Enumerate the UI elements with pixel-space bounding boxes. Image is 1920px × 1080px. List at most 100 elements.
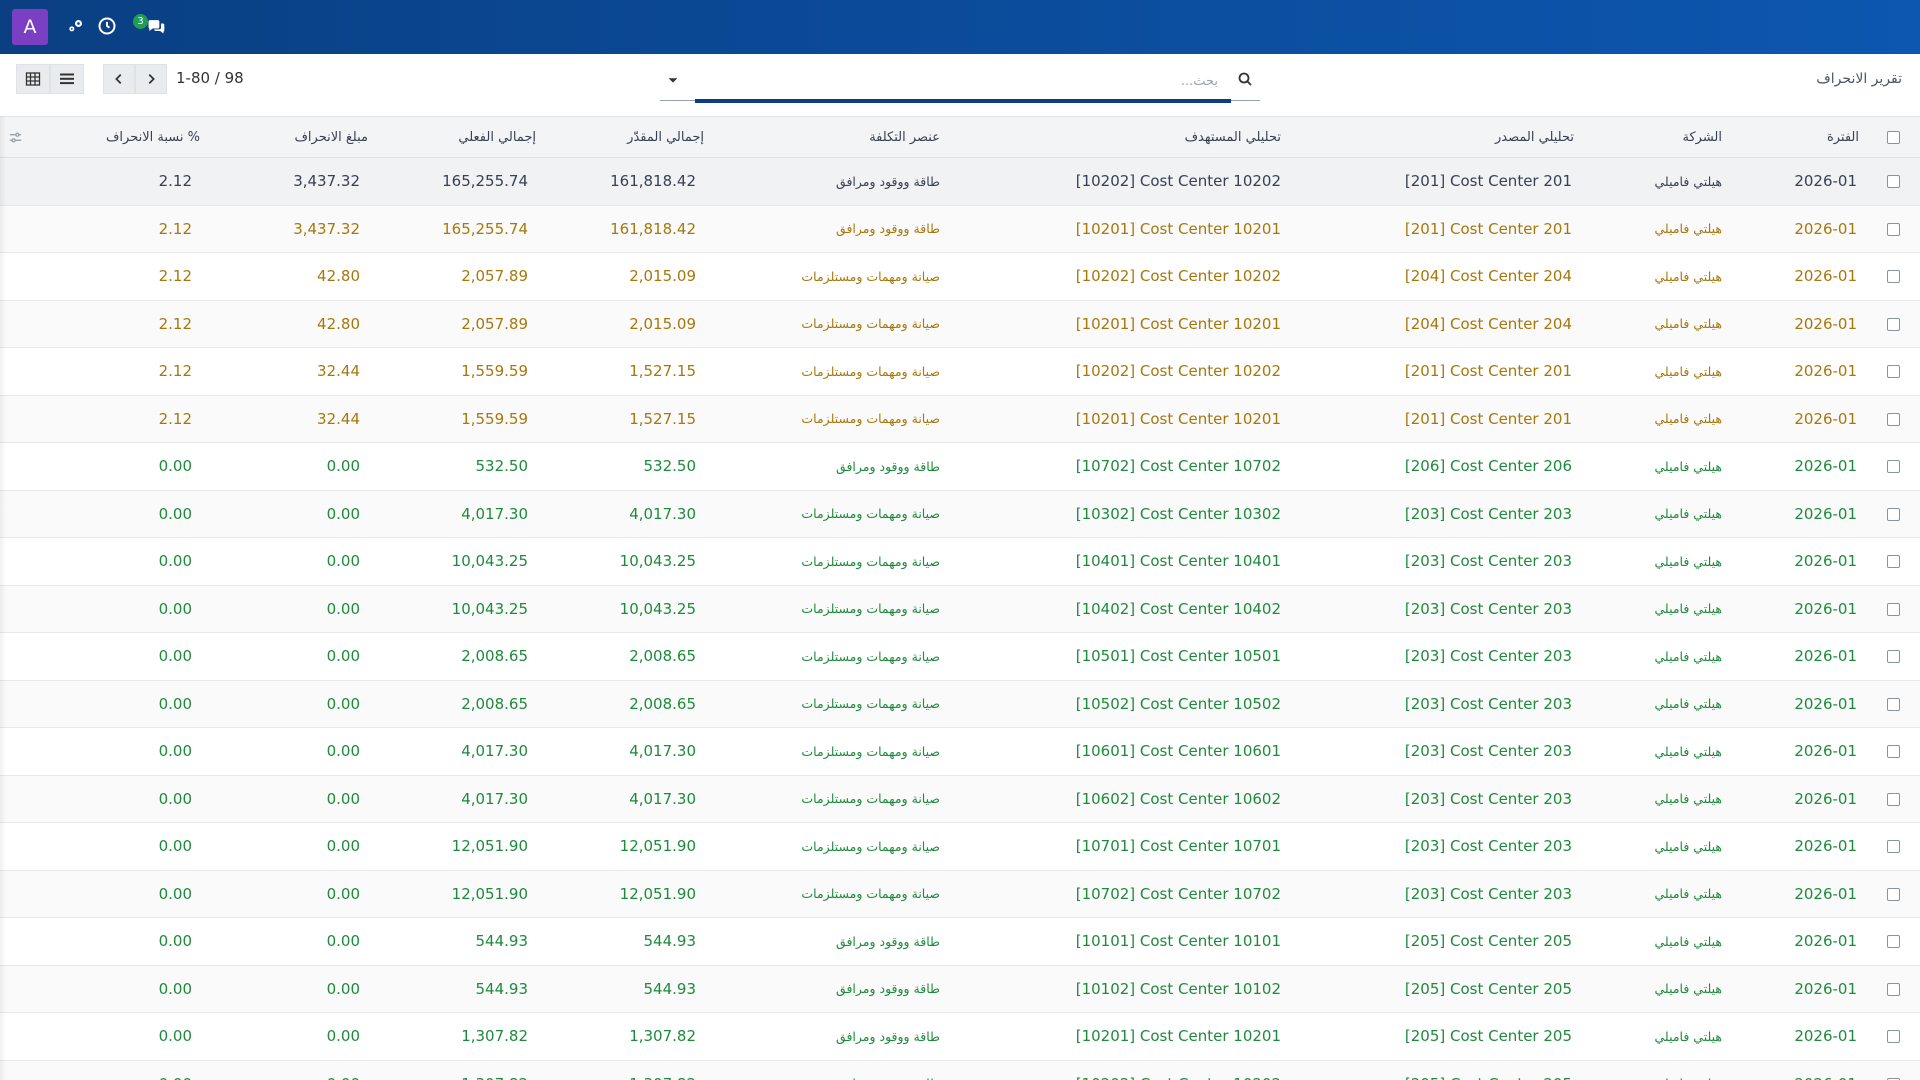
cell-actual: 1,307.82	[376, 1012, 544, 1061]
cell-target: [10201] Cost Center 10201	[948, 205, 1289, 253]
row-checkbox[interactable]	[1887, 175, 1900, 189]
table-row[interactable]: 0.00 0.00 532.50 532.50 طاقة ووقود ومرافق [10…	[0, 442, 1920, 491]
cell-target: [10501] Cost Center 10501	[948, 632, 1289, 681]
row-checkbox[interactable]	[1887, 317, 1900, 331]
table-row[interactable]: 0.00 0.00 544.93 544.93 طاقة ووقود ومرافق [10…	[0, 917, 1920, 966]
row-checkbox[interactable]	[1887, 222, 1900, 236]
table-row[interactable]: 0.00 0.00 4,017.30 4,017.30 صيانة ومهمات ومس…	[0, 727, 1920, 776]
optional-columns-toggle[interactable]	[0, 116, 30, 158]
cell-period: 2026-01	[1730, 917, 1867, 966]
cell-source: [203] Cost Center 203	[1289, 775, 1582, 823]
row-select-cell	[1867, 347, 1920, 396]
row-select-cell	[1867, 870, 1920, 918]
table-row[interactable]: 2.12 32.44 1,559.59 1,527.15 صيانة ومهمات وم…	[0, 347, 1920, 396]
table-row[interactable]: 2.12 32.44 1,559.59 1,527.15 صيانة ومهمات وم…	[0, 395, 1920, 443]
header-company[interactable]: الشركة	[1582, 116, 1730, 158]
row-checkbox[interactable]	[1887, 507, 1900, 521]
row-checkbox[interactable]	[1887, 935, 1900, 949]
cell-target: [10602] Cost Center 10602	[948, 775, 1289, 823]
row-checkbox[interactable]	[1887, 650, 1900, 664]
select-all-checkbox[interactable]	[1887, 130, 1900, 144]
header-source[interactable]: تحليلي المصدر	[1289, 116, 1582, 158]
cell-period: 2026-01	[1730, 205, 1867, 253]
row-checkbox[interactable]	[1887, 745, 1900, 759]
cell-estimated: 10,043.25	[544, 537, 712, 586]
cell-cost-element: صيانة ومهمات ومستلزمات	[712, 490, 948, 538]
header-actual[interactable]: إجمالي الفعلي	[376, 116, 544, 158]
list-view-button[interactable]	[50, 64, 84, 94]
cell-source: [203] Cost Center 203	[1289, 632, 1582, 681]
table-row[interactable]: 2.12 42.80 2,057.89 2,015.09 صيانة ومهمات وم…	[0, 252, 1920, 301]
row-checkbox[interactable]	[1887, 982, 1900, 996]
row-checkbox[interactable]	[1887, 602, 1900, 616]
table-row[interactable]: 0.00 0.00 2,008.65 2,008.65 صيانة ومهمات ومس…	[0, 632, 1920, 681]
table-row[interactable]: 0.00 0.00 12,051.90 12,051.90 صيانة ومهمات و…	[0, 822, 1920, 871]
table-row[interactable]: 2.12 42.80 2,057.89 2,015.09 صيانة ومهمات وم…	[0, 300, 1920, 348]
chat-icon[interactable]	[144, 14, 168, 38]
caret-down-icon[interactable]	[666, 73, 680, 87]
cell-variance-pct: 2.12	[30, 252, 208, 301]
search-icon[interactable]	[1237, 71, 1253, 87]
cell-actual: 2,057.89	[376, 252, 544, 301]
table-row[interactable]: 0.00 0.00 12,051.90 12,051.90 صيانة ومهمات و…	[0, 870, 1920, 918]
table-row[interactable]: 2.12 3,437.32 165,255.74 161,818.42 طاقة ووق…	[0, 205, 1920, 253]
variance-table: نسبة الانحراف % مبلغ الانحراف إجمالي الف…	[0, 116, 1920, 1080]
header-cost-element[interactable]: عنصر التكلفة	[712, 116, 948, 158]
table-row[interactable]: 2.12 3,437.32 165,255.74 161,818.42 طاقة ووق…	[0, 157, 1920, 206]
table-row[interactable]: 0.00 0.00 10,043.25 10,043.25 صيانة ومهمات و…	[0, 585, 1920, 633]
chat-badge: 3	[133, 14, 148, 29]
cell-estimated: 4,017.30	[544, 490, 712, 538]
activity-icon[interactable]	[64, 14, 88, 38]
header-variance-pct[interactable]: نسبة الانحراف %	[30, 116, 208, 158]
row-select-cell	[1867, 775, 1920, 823]
row-checkbox[interactable]	[1887, 555, 1900, 569]
clock-icon[interactable]	[95, 14, 119, 38]
cell-company: هيلتي فاميلي	[1582, 300, 1730, 348]
table-row[interactable]: 0.00 0.00 4,017.30 4,017.30 صيانة ومهمات ومس…	[0, 775, 1920, 823]
user-avatar[interactable]: A	[12, 9, 48, 45]
search-input[interactable]	[696, 68, 1220, 94]
row-checkbox[interactable]	[1887, 1030, 1900, 1044]
cell-source: [203] Cost Center 203	[1289, 537, 1582, 586]
row-checkbox[interactable]	[1887, 460, 1900, 474]
cell-source: [203] Cost Center 203	[1289, 680, 1582, 728]
cell-estimated: 12,051.90	[544, 870, 712, 918]
cell-actual: 2,008.65	[376, 632, 544, 681]
list-view-icon	[60, 73, 74, 85]
row-checkbox[interactable]	[1887, 270, 1900, 284]
row-checkbox[interactable]	[1887, 412, 1900, 426]
row-checkbox[interactable]	[1887, 365, 1900, 379]
pager-previous-button[interactable]	[103, 64, 135, 94]
table-row[interactable]: 0.00 0.00 4,017.30 4,017.30 صيانة ومهمات ومس…	[0, 490, 1920, 538]
row-checkbox[interactable]	[1887, 840, 1900, 854]
row-checkbox[interactable]	[1887, 887, 1900, 901]
header-period[interactable]: الفترة	[1730, 116, 1867, 158]
row-select-cell	[1867, 965, 1920, 1013]
cell-target: [10601] Cost Center 10601	[948, 727, 1289, 776]
table-row[interactable]: 0.00 0.00 10,043.25 10,043.25 صيانة ومهمات و…	[0, 537, 1920, 586]
cell-company: هيلتي فاميلي	[1582, 727, 1730, 776]
table-row[interactable]: 0.00 0.00 544.93 544.93 طاقة ووقود ومرافق [10…	[0, 965, 1920, 1013]
header-variance[interactable]: مبلغ الانحراف	[208, 116, 376, 158]
cell-target: [10201] Cost Center 10201	[948, 1012, 1289, 1061]
pager-value[interactable]: 1-80 / 98	[176, 69, 244, 87]
row-select-cell	[1867, 537, 1920, 586]
row-spacer	[0, 917, 30, 966]
cell-variance: 0.00	[208, 680, 376, 728]
cell-variance: 32.44	[208, 347, 376, 396]
header-estimated[interactable]: إجمالي المقدّر	[544, 116, 712, 158]
cell-actual: 544.93	[376, 965, 544, 1013]
table-row[interactable]: 0.00 0.00 2,008.65 2,008.65 صيانة ومهمات ومس…	[0, 680, 1920, 728]
cell-target: [10201] Cost Center 10201	[948, 300, 1289, 348]
cell-period: 2026-01	[1730, 252, 1867, 301]
row-checkbox[interactable]	[1887, 792, 1900, 806]
row-select-cell	[1867, 157, 1920, 206]
header-target[interactable]: تحليلي المستهدف	[948, 116, 1289, 158]
cell-variance: 32.44	[208, 395, 376, 443]
pivot-view-button[interactable]	[16, 64, 50, 94]
row-checkbox[interactable]	[1887, 1077, 1900, 1080]
row-checkbox[interactable]	[1887, 697, 1900, 711]
pager-next-button[interactable]	[135, 64, 167, 94]
